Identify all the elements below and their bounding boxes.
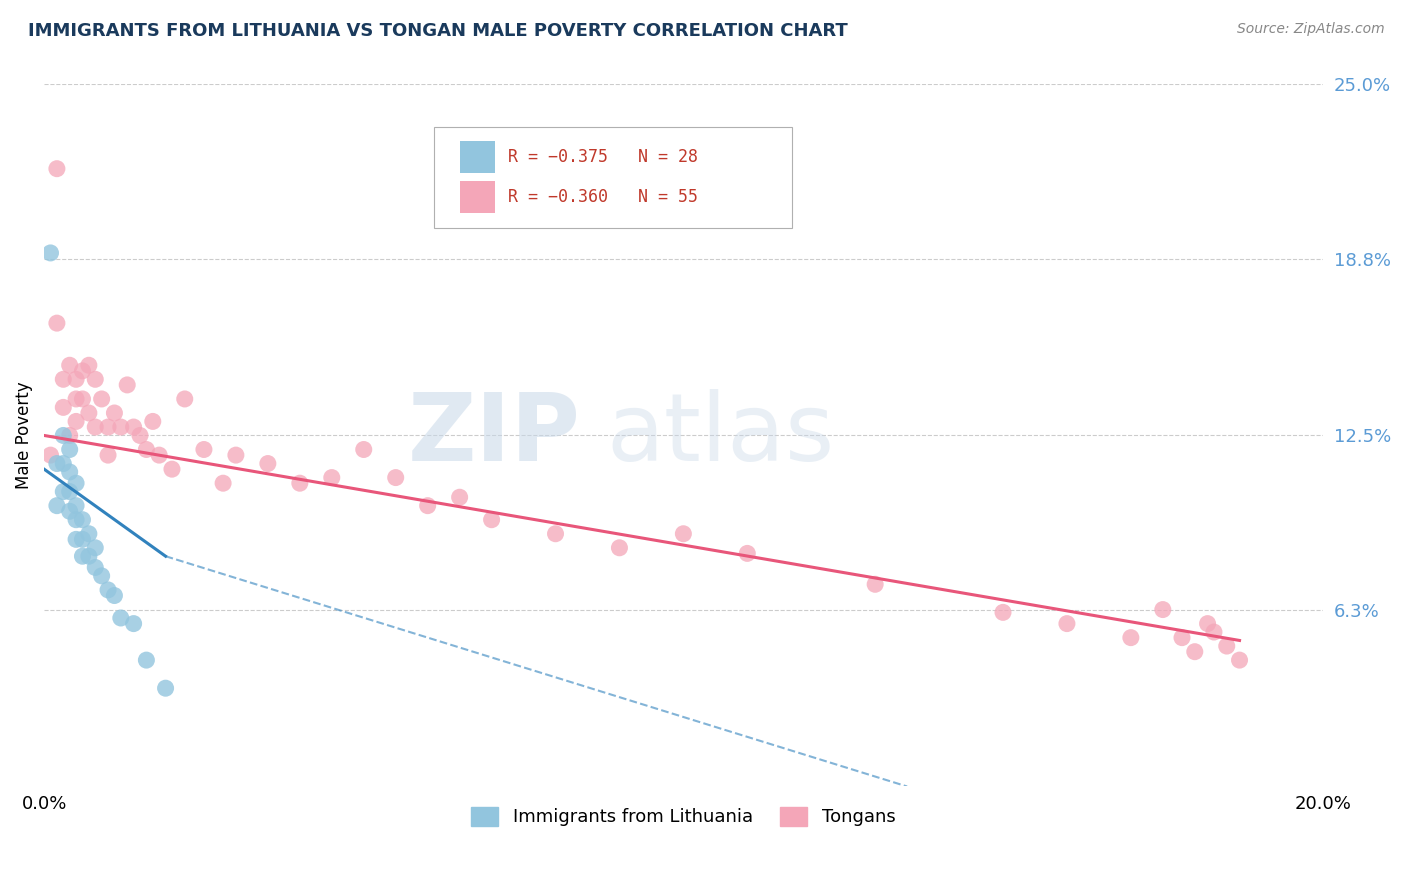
Point bbox=[39, 246, 62, 260]
Point bbox=[72, 549, 94, 564]
Point bbox=[45, 161, 67, 176]
Point bbox=[52, 457, 75, 471]
Point bbox=[77, 549, 100, 564]
Text: R = −0.375   N = 28: R = −0.375 N = 28 bbox=[508, 148, 699, 166]
Point bbox=[212, 476, 235, 491]
Point bbox=[449, 490, 471, 504]
Point bbox=[39, 448, 62, 462]
Point bbox=[65, 414, 87, 428]
Point bbox=[110, 611, 132, 625]
Point bbox=[173, 392, 195, 406]
Point bbox=[45, 499, 67, 513]
Text: IMMIGRANTS FROM LITHUANIA VS TONGAN MALE POVERTY CORRELATION CHART: IMMIGRANTS FROM LITHUANIA VS TONGAN MALE… bbox=[28, 22, 848, 40]
Point bbox=[384, 470, 406, 484]
Point bbox=[115, 378, 138, 392]
Text: R = −0.360   N = 55: R = −0.360 N = 55 bbox=[508, 188, 699, 206]
Point bbox=[672, 526, 695, 541]
Point bbox=[52, 401, 75, 415]
Point bbox=[135, 653, 157, 667]
Point bbox=[77, 358, 100, 372]
Point bbox=[65, 533, 87, 547]
Legend: Immigrants from Lithuania, Tongans: Immigrants from Lithuania, Tongans bbox=[464, 800, 903, 834]
Bar bbox=[460, 181, 495, 212]
Point bbox=[65, 499, 87, 513]
Point bbox=[97, 420, 120, 434]
Point bbox=[72, 392, 94, 406]
Point bbox=[1216, 639, 1239, 653]
Point bbox=[135, 442, 157, 457]
Point bbox=[1197, 616, 1219, 631]
Point bbox=[45, 316, 67, 330]
Point bbox=[52, 428, 75, 442]
Point bbox=[481, 513, 503, 527]
Point bbox=[84, 560, 107, 574]
Point bbox=[1152, 602, 1174, 616]
Point bbox=[59, 428, 82, 442]
Point bbox=[52, 484, 75, 499]
Point bbox=[45, 457, 67, 471]
Point bbox=[59, 358, 82, 372]
Point bbox=[90, 569, 112, 583]
Text: atlas: atlas bbox=[606, 390, 835, 482]
Point bbox=[90, 392, 112, 406]
Point bbox=[103, 406, 125, 420]
Point bbox=[129, 428, 152, 442]
Point bbox=[288, 476, 311, 491]
Point bbox=[84, 372, 107, 386]
Point bbox=[155, 681, 177, 696]
Point bbox=[59, 442, 82, 457]
Point bbox=[122, 420, 145, 434]
Point bbox=[1184, 645, 1206, 659]
Point bbox=[59, 504, 82, 518]
Point bbox=[65, 372, 87, 386]
Point bbox=[416, 499, 439, 513]
Point bbox=[52, 372, 75, 386]
Text: ZIP: ZIP bbox=[408, 390, 581, 482]
Point bbox=[97, 448, 120, 462]
Point bbox=[1202, 625, 1225, 640]
Point bbox=[160, 462, 183, 476]
Point bbox=[59, 465, 82, 479]
Point bbox=[1171, 631, 1194, 645]
Point bbox=[1056, 616, 1078, 631]
Point bbox=[65, 476, 87, 491]
Y-axis label: Male Poverty: Male Poverty bbox=[15, 382, 32, 490]
FancyBboxPatch shape bbox=[434, 127, 792, 228]
Point bbox=[609, 541, 631, 555]
Point bbox=[1229, 653, 1251, 667]
Point bbox=[148, 448, 170, 462]
Point bbox=[84, 420, 107, 434]
Point bbox=[991, 606, 1014, 620]
Point bbox=[72, 364, 94, 378]
Point bbox=[72, 533, 94, 547]
Point bbox=[353, 442, 375, 457]
Text: Source: ZipAtlas.com: Source: ZipAtlas.com bbox=[1237, 22, 1385, 37]
Point bbox=[863, 577, 886, 591]
Point bbox=[97, 582, 120, 597]
Point bbox=[1119, 631, 1142, 645]
Point bbox=[65, 513, 87, 527]
Point bbox=[110, 420, 132, 434]
Point bbox=[77, 526, 100, 541]
Point bbox=[737, 546, 759, 560]
Point bbox=[142, 414, 165, 428]
Bar bbox=[460, 141, 495, 172]
Point bbox=[72, 513, 94, 527]
Point bbox=[321, 470, 343, 484]
Point bbox=[225, 448, 247, 462]
Point bbox=[65, 392, 87, 406]
Point bbox=[544, 526, 567, 541]
Point bbox=[103, 589, 125, 603]
Point bbox=[122, 616, 145, 631]
Point bbox=[257, 457, 280, 471]
Point bbox=[193, 442, 215, 457]
Point bbox=[59, 484, 82, 499]
Point bbox=[77, 406, 100, 420]
Point bbox=[84, 541, 107, 555]
